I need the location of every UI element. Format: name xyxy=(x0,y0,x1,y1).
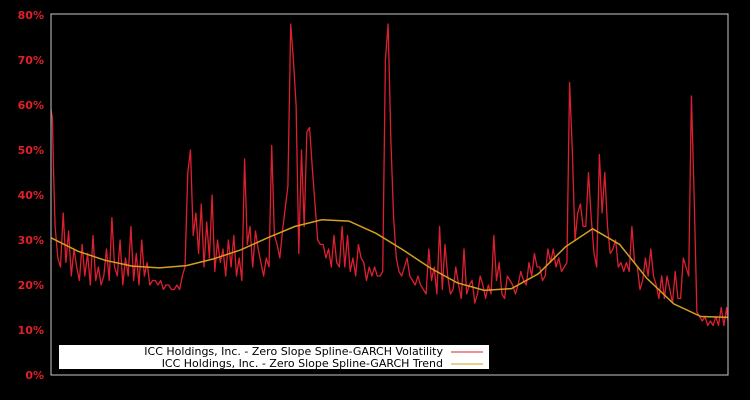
y-tick-label: 70% xyxy=(18,54,44,67)
y-tick-label: 20% xyxy=(18,279,44,292)
plot-series xyxy=(50,23,729,327)
y-tick-label: 40% xyxy=(18,189,44,202)
legend-label-volatility: ICC Holdings, Inc. - Zero Slope Spline-G… xyxy=(144,345,443,358)
volatility-series-line xyxy=(50,23,729,327)
trend-series-line xyxy=(50,219,729,319)
legend-label-trend: ICC Holdings, Inc. - Zero Slope Spline-G… xyxy=(162,357,443,370)
y-axis-ticks: 0% 10% 20% 30% 40% 50% 60% 70% 80% xyxy=(18,9,44,382)
legend-box xyxy=(59,345,489,369)
legend: ICC Holdings, Inc. - Zero Slope Spline-G… xyxy=(59,345,489,370)
y-tick-label: 0% xyxy=(25,369,44,382)
plot-frame xyxy=(50,13,729,376)
y-tick-label: 30% xyxy=(18,234,44,247)
y-tick-label: 10% xyxy=(18,324,44,337)
y-tick-label: 80% xyxy=(18,9,44,22)
y-tick-label: 50% xyxy=(18,144,44,157)
y-tick-label: 60% xyxy=(18,99,44,112)
